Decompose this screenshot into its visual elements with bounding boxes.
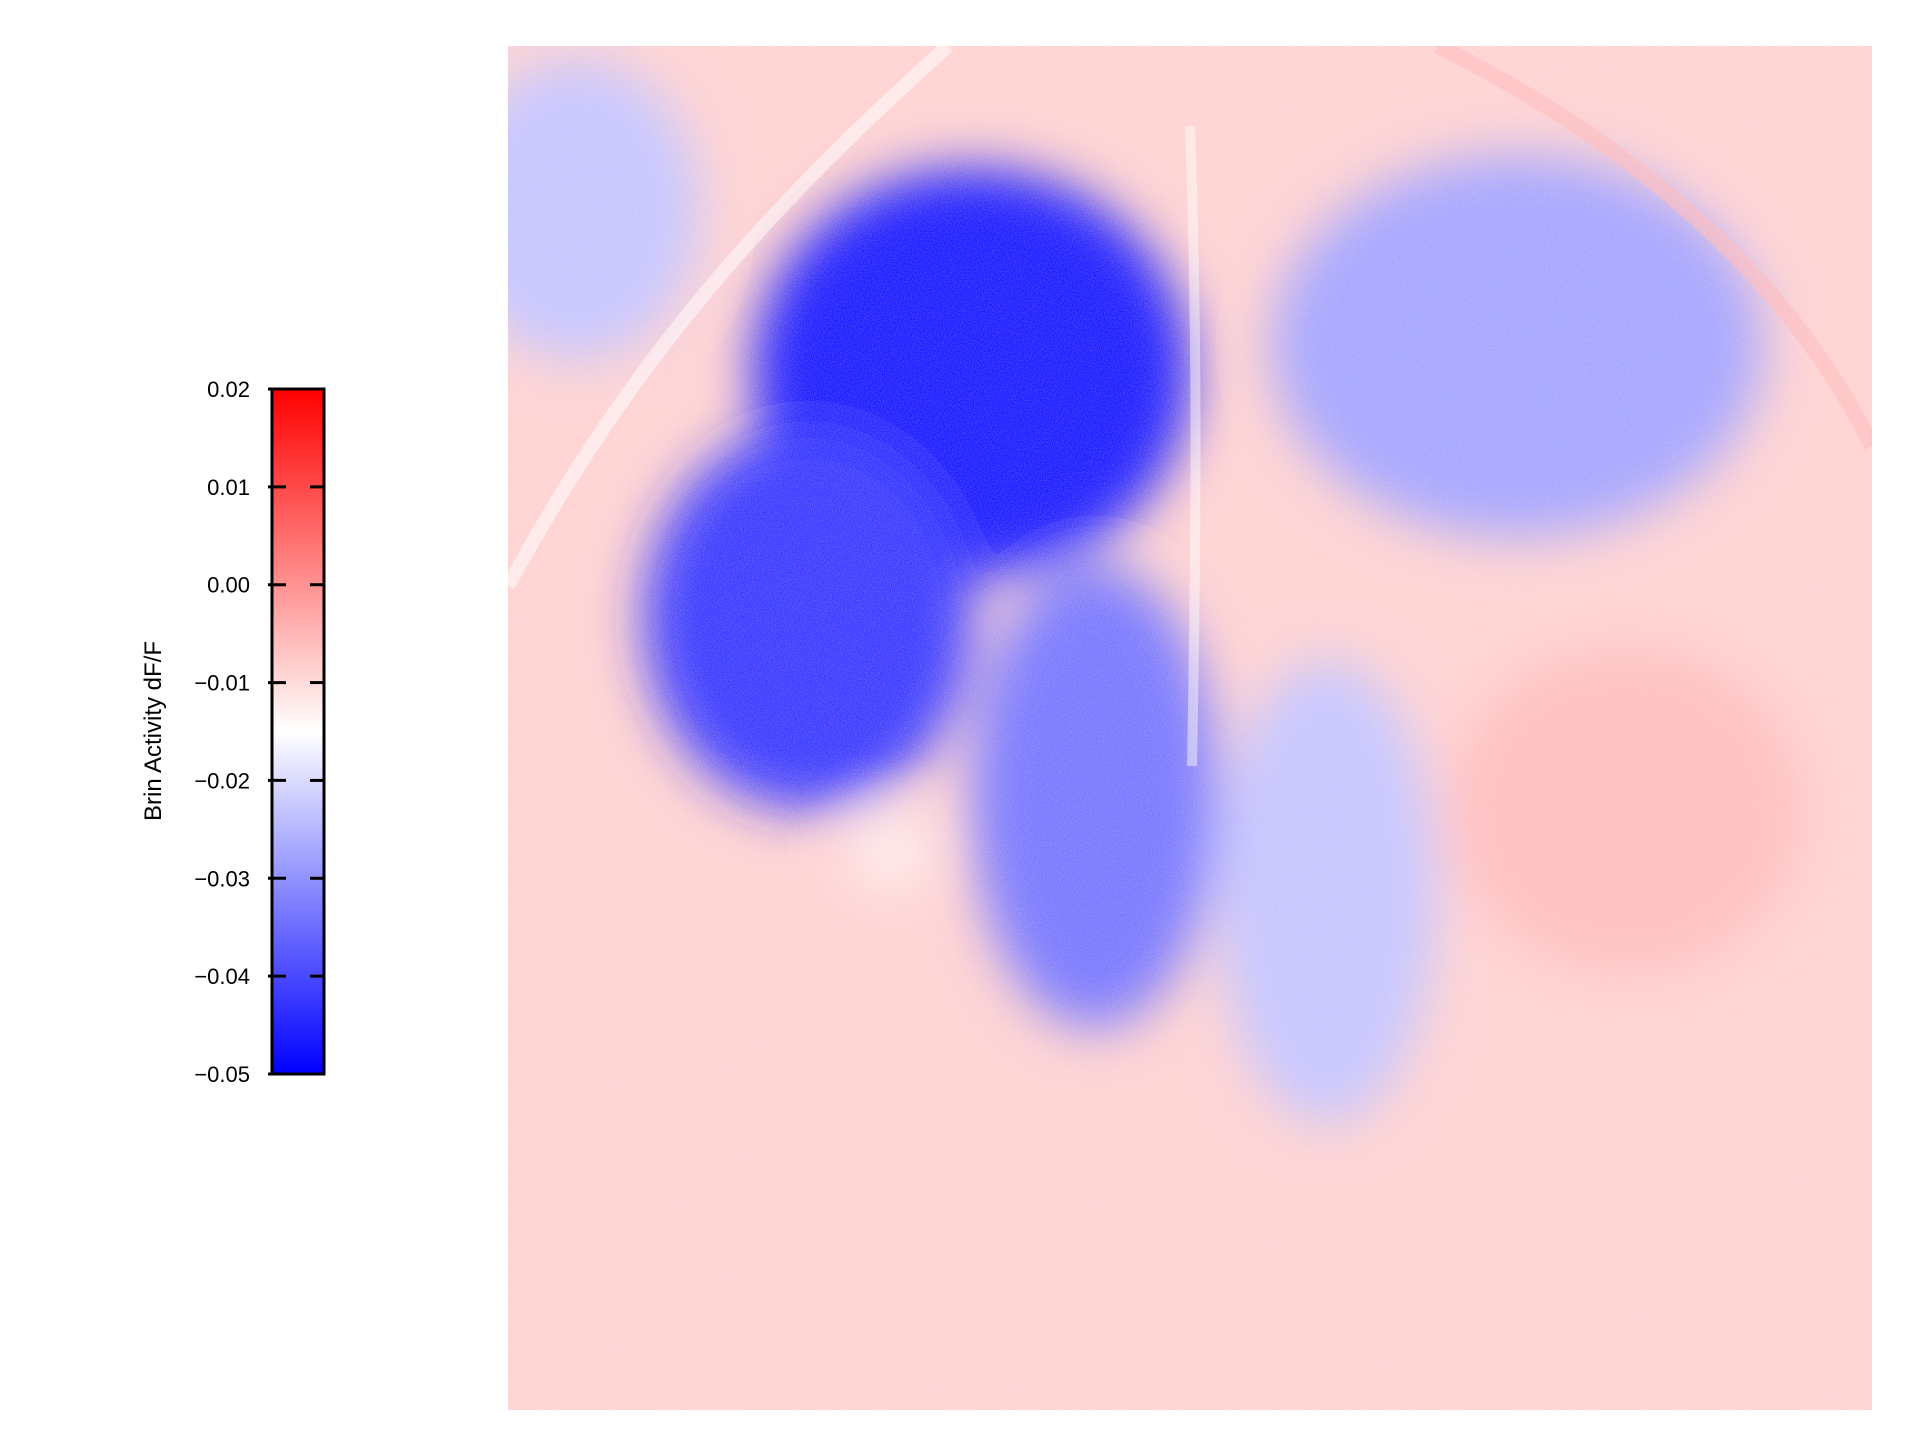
colorbar-label: Brin Activity dF/F	[140, 641, 167, 821]
heatmap-noise	[508, 46, 1872, 1410]
colorbar-tick-label: −0.04	[194, 964, 250, 989]
colorbar: 0.02 0.01 0.00 −0.01 −0.02 −0.03 −0.04 −0.05 Br…	[140, 377, 326, 1087]
heatmap-image	[508, 46, 1872, 1410]
colorbar-gradient	[270, 387, 326, 1076]
colorbar-tick-label: −0.03	[194, 866, 250, 891]
colorbar-tick-label: −0.05	[194, 1062, 250, 1087]
colorbar-tick-label: 0.02	[207, 377, 250, 402]
colorbar-ticks: 0.02 0.01 0.00 −0.01 −0.02 −0.03 −0.04 −0.05	[194, 377, 324, 1087]
colorbar-tick-label: 0.00	[207, 573, 250, 598]
colorbar-tick-label: −0.02	[194, 768, 250, 793]
heatmap-panel	[508, 46, 1872, 1410]
colorbar-tick-label: 0.01	[207, 475, 250, 500]
colorbar-tick-label: −0.01	[194, 671, 250, 696]
